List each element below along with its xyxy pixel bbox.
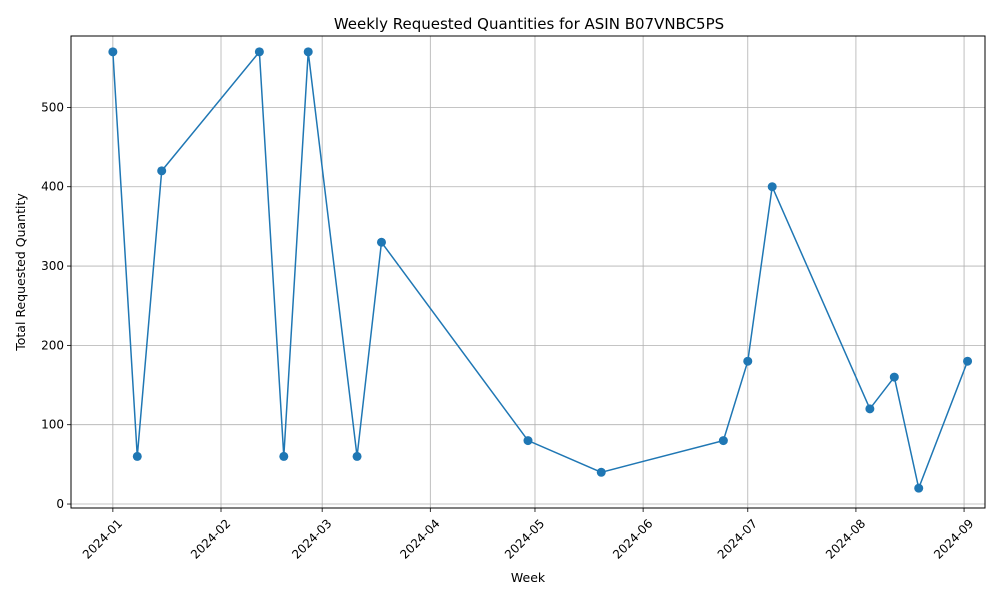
data-point	[914, 483, 924, 493]
y-tick-label: 500	[41, 100, 64, 114]
data-point	[596, 467, 606, 477]
x-tick-label: 2024-07	[715, 516, 760, 561]
x-axis-label: Week	[511, 570, 546, 585]
y-tick-label: 100	[41, 418, 64, 432]
y-tick-label: 200	[41, 338, 64, 352]
chart-title: Weekly Requested Quantities for ASIN B07…	[334, 15, 724, 33]
data-point	[718, 436, 728, 446]
x-tick-label: 2024-09	[931, 516, 976, 561]
data-point	[254, 47, 264, 57]
x-tick-label: 2024-06	[610, 516, 655, 561]
series	[108, 47, 973, 493]
data-point	[132, 451, 142, 461]
x-axis: 2024-01 2024-02 2024-03 2024-04 2024-05 2024-…	[80, 508, 976, 562]
x-tick-label: 2024-03	[289, 516, 334, 561]
data-point	[157, 166, 167, 176]
data-point	[767, 182, 777, 192]
data-point	[352, 451, 362, 461]
x-tick-label: 2024-02	[188, 516, 233, 561]
series-line	[112, 49, 969, 491]
y-axis-label: Total Requested Quantity	[13, 193, 28, 352]
data-point	[523, 436, 533, 446]
data-point	[889, 372, 899, 382]
data-point	[963, 356, 973, 366]
y-tick-label: 300	[41, 259, 64, 273]
y-axis: 0 100 200 300 400 500	[41, 100, 71, 511]
data-point	[303, 47, 313, 57]
x-tick-label: 2024-01	[80, 516, 125, 561]
plot-area	[70, 35, 986, 509]
data-point	[865, 404, 875, 414]
y-tick-label: 0	[56, 497, 64, 511]
x-tick-label: 2024-05	[502, 516, 547, 561]
x-tick-label: 2024-08	[823, 516, 868, 561]
x-tick-label: 2024-04	[397, 516, 442, 561]
data-point	[376, 237, 386, 247]
grid-lines	[71, 36, 985, 508]
data-point	[279, 451, 289, 461]
data-point	[108, 47, 118, 57]
data-point	[743, 356, 753, 366]
y-tick-label: 400	[41, 180, 64, 194]
